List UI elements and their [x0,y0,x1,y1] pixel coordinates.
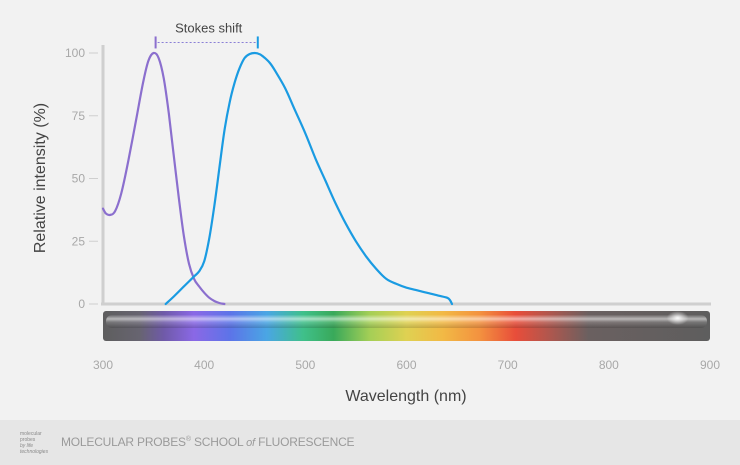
x-tick-label: 600 [396,358,416,372]
y-tick-label: 75 [72,109,86,123]
x-tick-label: 500 [295,358,315,372]
x-tick-label: 800 [599,358,619,372]
y-axis-label: Relative intensity (%) [32,103,49,253]
spectrum-gloss [106,315,707,328]
footer-reg: ® [185,436,191,443]
spectrum-bar [103,311,710,341]
emission-curve [164,51,454,306]
y-tick-label: 50 [72,172,86,186]
footer-of: of [246,437,255,449]
x-tick-label: 300 [93,358,113,372]
x-tick-label: 700 [498,358,518,372]
axes: 0 25 50 75 100 300 400 500 600 700 800 900 [65,45,720,372]
x-tick-label: 900 [700,358,720,372]
footer: molecular probes by life technologies MO… [0,420,740,465]
molecular-probes-logo: molecular probes by life technologies [20,431,52,455]
y-tick-label: 25 [72,234,86,248]
x-axis-label: Wavelength (nm) [345,388,466,405]
spectrum-highlight [666,311,689,325]
stokes-shift-label: Stokes shift [175,20,243,35]
excitation-curve [101,51,226,306]
spectra-chart: 0 25 50 75 100 300 400 500 600 700 800 900 Stokes s… [32,20,720,405]
y-tick-label: 0 [78,297,85,311]
footer-title: MOLECULAR PROBES® SCHOOL of FLUORESCENCE [61,435,355,449]
logo-line-3: by life technologies [20,443,49,455]
footer-school: SCHOOL [193,435,243,449]
logo-line-2: probes [20,437,36,443]
y-tick-label: 100 [65,46,85,60]
annotation-group: Stokes shift [154,20,259,49]
axis-labels: Relative intensity (%) Wavelength (nm) [32,103,467,405]
x-tick-label: 400 [194,358,214,372]
series-group [101,51,454,306]
footer-fluorescence: FLUORESCENCE [258,435,355,449]
logo-line-1: molecular [20,431,42,437]
footer-brand: MOLECULAR PROBES [61,435,186,449]
